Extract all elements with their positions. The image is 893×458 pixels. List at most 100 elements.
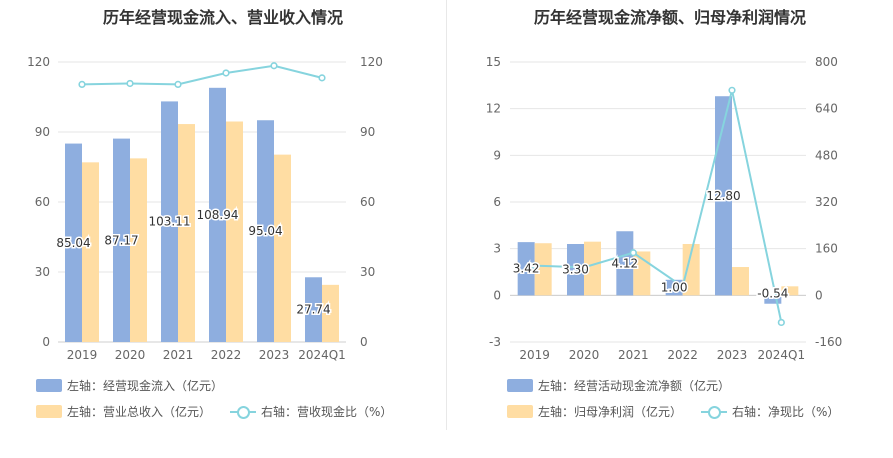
x-tick-label: 2020 [115,348,146,362]
y-left-tick-label: 120 [27,55,50,69]
left-chart-panel: 历年经营现金流入、营业收入情况 0 0 30 30 60 60 90 90 120 120 2019… [0,0,446,458]
bar-primary [65,143,82,342]
left-chart-plot: 0 0 30 30 60 60 90 90 120 120 2019 2020 2021 2022 2023… [27,55,383,362]
line-point [270,62,278,70]
data-label: 85.04 [56,236,90,250]
legend-swatch-blue [507,379,533,392]
y-right-tick-label: 0 [815,288,823,302]
y-left-tick-label: 0 [42,335,50,349]
line-point [629,249,637,257]
bar-secondary [534,243,552,296]
line-series [534,90,783,323]
bar-secondary [82,162,99,342]
data-label: 3.30 [562,263,589,277]
y-right-tick-label: 30 [360,265,375,279]
bar-primary [209,87,226,342]
line-point [174,80,182,88]
line-point [777,318,785,327]
line-point [679,282,687,291]
bar-secondary [322,284,339,342]
line-point [78,80,86,88]
y-left-tick-label: 15 [486,55,501,69]
x-tick-label: 2023 [259,348,290,362]
legend-item-net-cash-ratio[interactable]: 右轴：净现比（%） [701,403,839,420]
data-label: 103.11 [149,215,191,229]
legend-item-cash-inflow[interactable]: 左轴：经营现金流入（亿元） [36,377,223,394]
y-right-tick-label: 800 [815,55,838,69]
legend-label: 左轴：营业总收入（亿元） [67,405,212,419]
legend-label: 左轴：经营现金流入（亿元） [67,379,224,393]
data-label: 4.12 [611,256,638,270]
bar-primary [305,277,322,342]
line-series [81,64,323,86]
y-right-tick-label: 0 [360,335,368,349]
y-right-tick-label: 160 [815,242,838,256]
legend-label: 右轴：净现比（%） [732,405,840,419]
x-tick-label: 2019 [67,348,98,362]
legend-item-net-profit[interactable]: 左轴：归母净利润（亿元） [507,403,682,420]
x-tick-label: 2022 [211,348,242,362]
legend-line-marker-icon [230,405,256,419]
y-left-tick-label: 60 [35,195,50,209]
x-tick-label: 2020 [569,348,600,362]
line-point [580,263,588,271]
x-tick-label: 2021 [618,348,649,362]
y-right-tick-label: 480 [815,148,838,162]
data-label: 95.04 [248,224,282,238]
right-chart-panel: 历年经营现金流净额、归母净利润情况 -3 -160 0 0 3 160 6 320 9 480 12… [447,0,893,458]
bar-secondary [274,154,291,342]
y-right-tick-label: 320 [815,195,838,209]
legend-label: 左轴：归母净利润（亿元） [538,405,683,419]
x-tick-label: 2021 [163,348,194,362]
bar-secondary [178,124,195,342]
bar-primary [517,242,535,296]
line-point [222,69,230,77]
bar-secondary [584,241,601,296]
bar-secondary [130,158,147,342]
y-right-tick-label: 120 [360,55,383,69]
data-label: -0.54 [757,286,788,300]
data-label: 27.74 [296,303,330,317]
bar-primary [257,120,274,343]
bar-primary [616,231,634,296]
bar-primary [113,138,130,342]
bar-primary [161,101,178,342]
bar-primary [715,96,732,296]
bar-secondary [781,286,799,296]
x-tick-label: 2023 [717,348,748,362]
panel-divider [446,0,447,430]
y-left-tick-label: -3 [489,335,501,349]
chart-title: 历年经营现金流入、营业收入情况 [102,8,343,27]
legend-label: 右轴：营收现金比（%） [261,405,393,419]
x-tick-label: 2022 [667,348,698,362]
y-right-tick-label: 90 [360,125,375,139]
x-tick-label: 2019 [519,348,550,362]
y-right-tick-label: -160 [815,335,842,349]
y-left-tick-label: 30 [35,265,50,279]
y-left-tick-label: 0 [493,288,501,302]
legend-label: 左轴：经营活动现金流净额（亿元） [538,379,731,393]
legend-item-ratio[interactable]: 右轴：营收现金比（%） [230,403,392,420]
chart-title: 历年经营现金流净额、归母净利润情况 [533,8,806,27]
x-tick-label: 2024Q1 [298,348,346,362]
data-label: 108.94 [197,208,239,222]
y-left-tick-label: 3 [493,242,501,256]
line-point [318,74,326,82]
legend-item-revenue[interactable]: 左轴：营业总收入（亿元） [36,403,211,420]
x-tick-label: 2024Q1 [758,348,806,362]
legend-swatch-yellow [36,405,62,418]
legend-swatch-blue [36,379,62,392]
y-right-tick-label: 60 [360,195,375,209]
data-label: 87.17 [104,233,138,247]
data-label: 12.80 [706,189,740,203]
bar-primary [764,295,782,304]
y-left-tick-label: 6 [493,195,501,209]
data-label: 1.00 [661,281,688,295]
data-label: 3.42 [513,262,540,276]
legend-item-net-cash-flow[interactable]: 左轴：经营活动现金流净额（亿元） [507,377,730,394]
line-point [728,86,736,94]
y-left-tick-label: 12 [486,102,501,116]
bar-secondary [226,121,243,342]
y-left-tick-label: 9 [493,148,501,162]
y-left-tick-label: 90 [35,125,50,139]
